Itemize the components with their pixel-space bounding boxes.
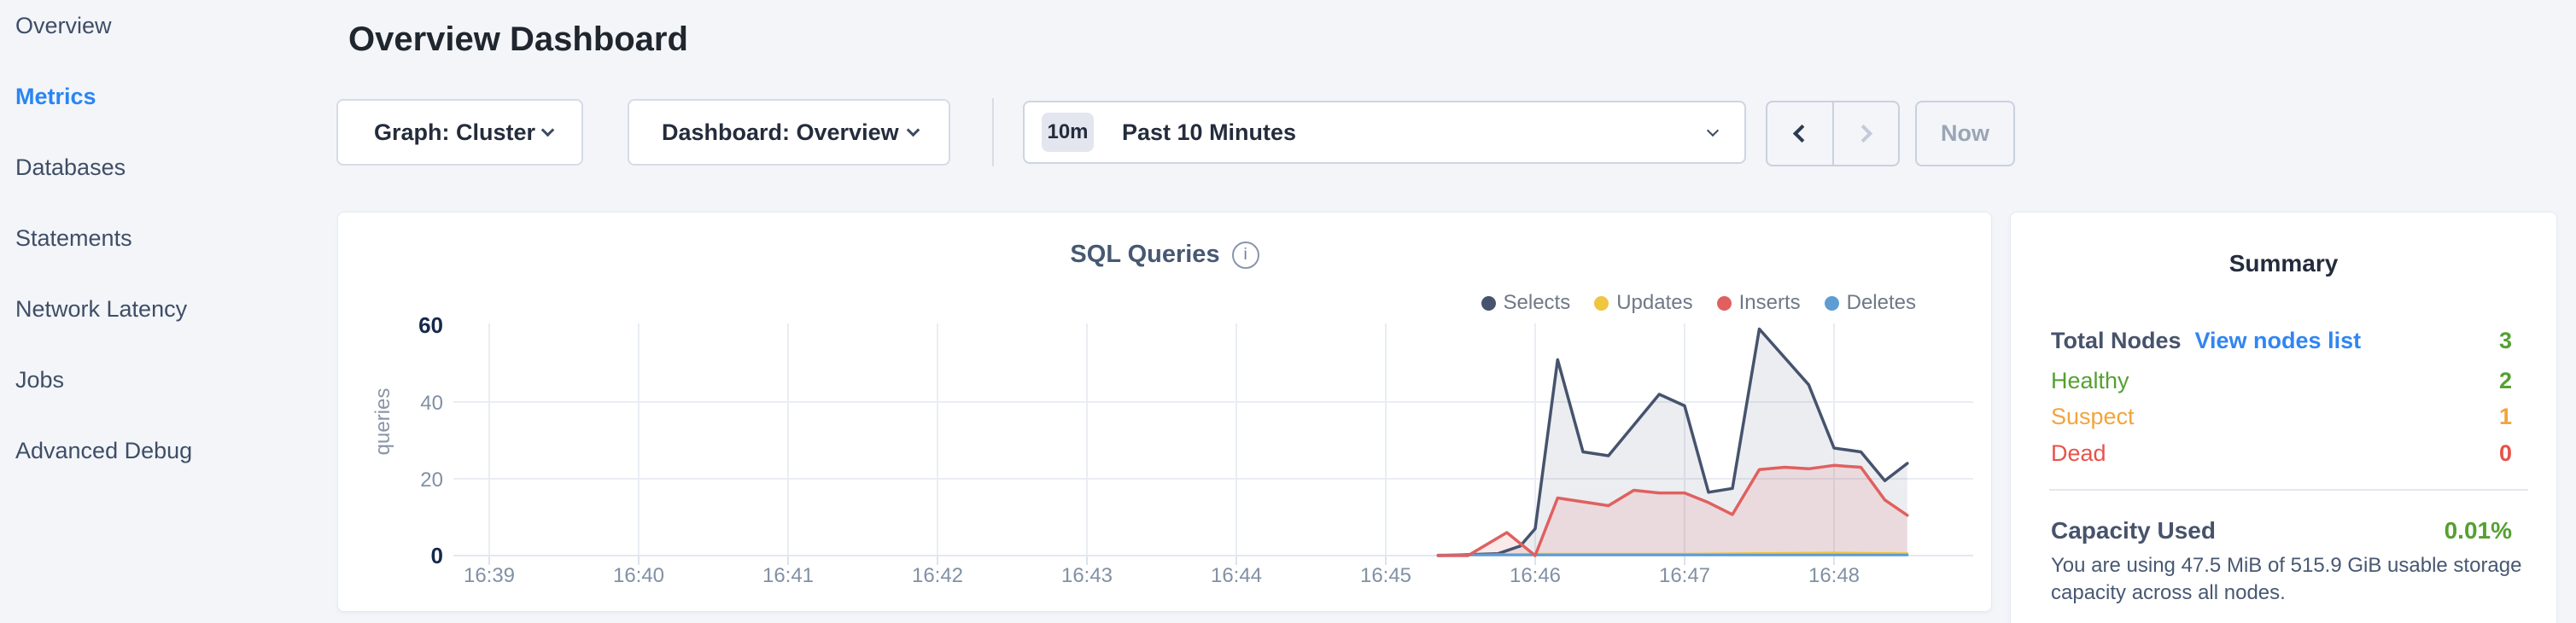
capacity-used-label: Capacity Used [2051,517,2216,544]
svg-text:40: 40 [420,392,443,415]
summary-row-suspect: Suspect 1 [2051,402,2512,431]
x-axis-labels: 16:39 16:40 16:41 16:42 16:43 16:44 16:45 16:46… [464,564,1860,587]
chart-areas [1438,329,1907,556]
svg-text:16:45: 16:45 [1360,564,1411,587]
capacity-used-value: 0.01% [2444,517,2512,544]
capacity-row: Capacity Used 0.01% [2051,516,2512,545]
sql-queries-chart-card: SQL Queries i Selects Updates Inserts De… [337,212,1992,612]
healthy-value: 2 [2498,367,2512,393]
summary-panel: Summary Total Nodes View nodes list 3 He… [2010,212,2557,623]
summary-row-dead: Dead 0 [2051,439,2512,468]
line-selects [1436,327,1909,557]
sidebar-item-network-latency[interactable]: Network Latency [15,296,188,322]
chart-legend: Selects Updates Inserts Deletes [1481,291,1916,315]
line-inserts [1436,463,1909,557]
svg-text:16:48: 16:48 [1808,564,1860,587]
graph-dropdown-label: Graph: Cluster [374,119,536,145]
sidebar: Overview Metrics Databases Statements Ne… [0,0,324,623]
legend-label: Updates [1616,291,1693,314]
dead-label: Dead [2051,440,2106,466]
total-nodes-value: 3 [2498,327,2512,353]
suspect-label: Suspect [2051,403,2135,429]
now-button[interactable]: Now [1915,101,2015,166]
y-axis-labels: 0 20 40 60 [418,312,443,568]
svg-text:16:41: 16:41 [762,564,814,587]
summary-divider [2049,489,2528,491]
legend-item-updates[interactable]: Updates [1594,291,1693,315]
capacity-description: You are using 47.5 MiB of 515.9 GiB usab… [2051,554,2522,604]
healthy-label: Healthy [2051,367,2129,393]
legend-item-deletes[interactable]: Deletes [1824,291,1916,315]
chart-header: SQL Queries i [338,241,1991,269]
info-icon[interactable]: i [1231,241,1259,269]
legend-label: Inserts [1738,291,1801,314]
legend-item-selects[interactable]: Selects [1481,291,1571,315]
sidebar-item-metrics[interactable]: Metrics [15,84,96,109]
time-range-label: Past 10 Minutes [1122,119,1297,145]
time-range-dropdown[interactable]: 10m Past 10 Minutes [1023,101,1746,164]
inserts-dot-icon [1716,295,1732,311]
sidebar-item-databases[interactable]: Databases [15,154,126,180]
svg-text:16:40: 16:40 [613,564,664,587]
legend-label: Deletes [1846,291,1916,314]
dead-value: 0 [2498,440,2512,466]
sidebar-item-statements[interactable]: Statements [15,225,132,251]
updates-dot-icon [1594,295,1609,311]
svg-text:16:42: 16:42 [912,564,963,587]
chevron-down-icon [906,123,920,137]
chevron-right-icon [1854,124,1872,143]
svg-text:16:47: 16:47 [1659,564,1710,587]
y-axis-title: queries [371,388,394,456]
chart-lines [1436,327,1909,557]
time-step-back-button[interactable] [1767,102,1832,165]
chart-title: SQL Queries [1070,241,1220,268]
summary-row-healthy: Healthy 2 [2051,366,2512,395]
svg-text:20: 20 [420,469,443,492]
svg-text:16:39: 16:39 [464,564,515,587]
view-nodes-list-link[interactable]: View nodes list [2194,327,2362,353]
dashboard-dropdown[interactable]: Dashboard: Overview [628,99,950,166]
chevron-down-icon [540,123,555,137]
deletes-dot-icon [1824,295,1839,311]
legend-label: Selects [1503,291,1571,314]
sidebar-item-jobs[interactable]: Jobs [15,367,65,393]
time-step-forward-button[interactable] [1831,102,1899,165]
svg-text:16:43: 16:43 [1061,564,1113,587]
toolbar-divider [992,98,994,166]
chevron-down-icon [1706,124,1720,137]
time-range-badge: 10m [1042,113,1094,152]
total-nodes-label: Total Nodes [2051,327,2182,353]
chevron-left-icon [1793,124,1812,143]
summary-title: Summary [2228,250,2339,277]
sidebar-item-advanced-debug[interactable]: Advanced Debug [15,438,193,463]
sidebar-item-overview[interactable]: Overview [15,13,112,38]
svg-text:0: 0 [431,543,443,568]
area-inserts [1438,465,1907,556]
legend-item-inserts[interactable]: Inserts [1716,291,1801,315]
svg-text:16:44: 16:44 [1211,564,1262,587]
time-step-buttons [1766,101,1900,166]
dashboard-dropdown-label: Dashboard: Overview [662,119,899,145]
svg-text:60: 60 [418,312,443,338]
svg-text:16:46: 16:46 [1510,564,1561,587]
chart-grid [453,323,1973,565]
page-title: Overview Dashboard [348,20,688,58]
graph-dropdown[interactable]: Graph: Cluster [336,99,583,166]
suspect-value: 1 [2498,403,2512,429]
selects-dot-icon [1481,295,1496,311]
summary-row-total-nodes: Total Nodes View nodes list 3 [2051,326,2512,355]
